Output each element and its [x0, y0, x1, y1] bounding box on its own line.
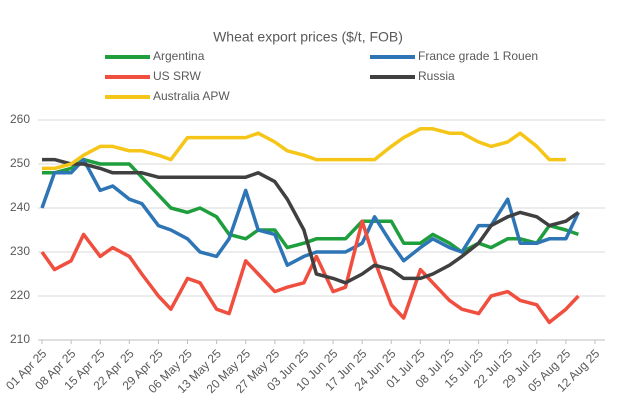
- legend-label: US SRW: [153, 69, 201, 83]
- series-line: [42, 127, 566, 171]
- y-tick-label: 230: [10, 244, 30, 258]
- legend-label: Russia: [418, 69, 455, 83]
- legend-label: France grade 1 Rouen: [418, 49, 538, 63]
- y-tick-label: 220: [10, 288, 30, 302]
- series-line: [42, 157, 579, 254]
- y-tick-label: 250: [10, 156, 30, 170]
- legend-label: Argentina: [153, 49, 205, 63]
- y-tick-label: 260: [10, 112, 30, 126]
- y-tick-label: 210: [10, 332, 30, 346]
- series-line: [40, 219, 580, 325]
- legend-label: Australia APW: [153, 89, 230, 103]
- series-line: [42, 157, 580, 285]
- chart-title: Wheat export prices ($/t, FOB): [213, 29, 403, 45]
- y-tick-label: 240: [10, 200, 30, 214]
